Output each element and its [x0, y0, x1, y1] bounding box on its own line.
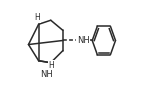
Text: NH: NH [40, 70, 53, 79]
Text: NH: NH [77, 36, 90, 45]
Text: H: H [34, 13, 40, 22]
Text: H: H [48, 61, 54, 70]
